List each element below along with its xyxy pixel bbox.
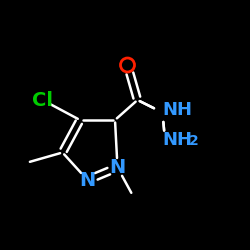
Text: NH: NH: [162, 101, 192, 119]
Text: NH: NH: [162, 131, 192, 149]
Text: N: N: [80, 170, 96, 190]
Text: N: N: [110, 158, 126, 177]
Text: Cl: Cl: [32, 90, 53, 110]
Text: 2: 2: [189, 134, 198, 148]
